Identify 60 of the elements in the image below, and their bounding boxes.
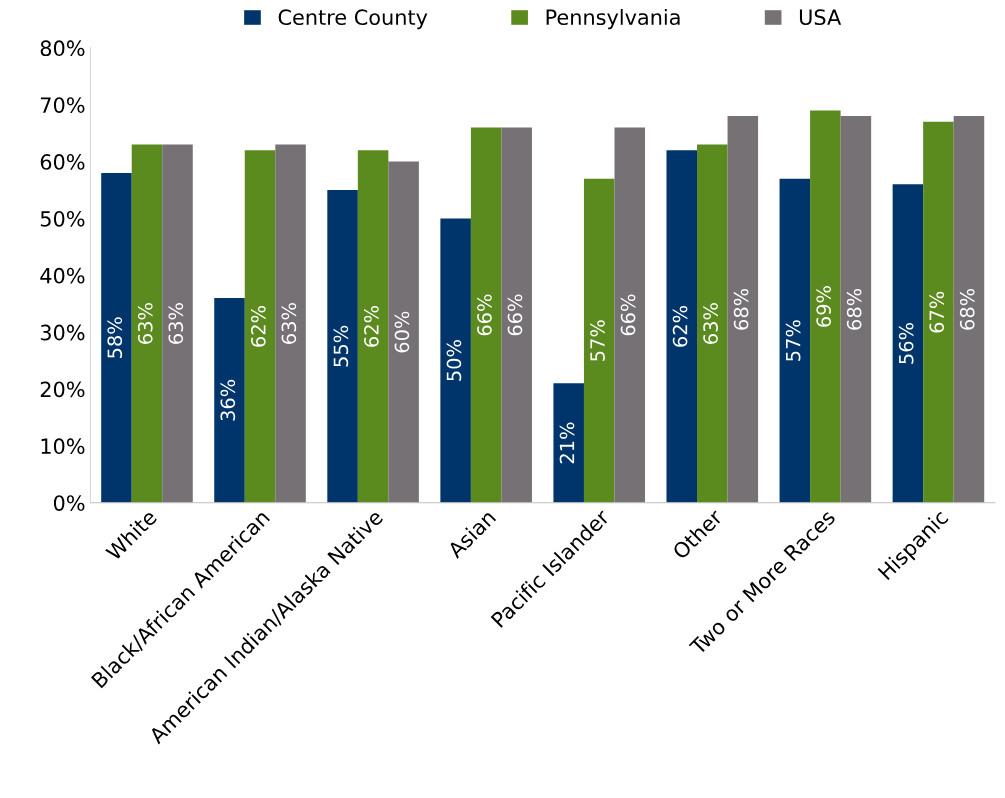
bar <box>101 172 132 503</box>
bar <box>327 190 358 503</box>
bar <box>501 127 532 503</box>
bar <box>214 298 245 503</box>
bar <box>388 161 419 503</box>
y-tick-label: 60% <box>40 154 85 170</box>
bar <box>810 110 841 503</box>
legend-label: Centre County <box>278 9 428 30</box>
bar <box>697 144 728 503</box>
text: 50% <box>446 340 462 381</box>
text: 21% <box>559 422 575 464</box>
text: 69% <box>816 286 831 327</box>
text: 67% <box>929 291 945 333</box>
text: 63% <box>137 303 153 344</box>
text: 57% <box>785 320 801 361</box>
text: 60% <box>394 311 410 353</box>
text: 56% <box>898 323 914 364</box>
bar <box>162 144 193 503</box>
bar <box>470 127 502 503</box>
bar <box>244 150 276 503</box>
legend-label: USA <box>799 9 842 26</box>
bar <box>614 127 646 503</box>
bar <box>583 178 615 503</box>
text: 66% <box>620 294 636 336</box>
text: 62% <box>364 305 379 347</box>
y-tick-label: 30% <box>40 324 85 341</box>
bar <box>923 121 954 503</box>
bar <box>779 178 811 503</box>
y-tick-label: 50% <box>40 210 85 227</box>
bar <box>727 116 759 503</box>
text: 63% <box>703 303 718 344</box>
text: 36% <box>220 379 236 421</box>
text: 68% <box>733 288 749 330</box>
bar <box>357 150 389 503</box>
text: 66% <box>507 294 523 336</box>
bar <box>840 116 872 503</box>
legend-label: Pennsylvania <box>546 8 680 30</box>
bar <box>131 144 163 503</box>
y-tick-label: 80% <box>40 40 85 57</box>
text: 68% <box>846 288 862 330</box>
text: 63% <box>281 303 297 344</box>
text: 62% <box>250 305 266 347</box>
y-tick-label: 20% <box>40 381 85 398</box>
bar <box>892 184 924 503</box>
text: 62% <box>672 305 688 347</box>
y-tick-label: 40% <box>40 267 85 284</box>
text: 58% <box>107 317 123 358</box>
bar <box>666 150 698 503</box>
bar <box>553 383 584 503</box>
y-tick-label: 70% <box>40 97 85 113</box>
bar <box>953 116 985 503</box>
text: 63% <box>168 303 184 344</box>
y-tick-label: 10% <box>41 438 85 455</box>
bar <box>440 218 471 503</box>
bar <box>275 144 306 503</box>
text: 68% <box>959 288 975 330</box>
text: 55% <box>333 325 349 367</box>
y-tick-label: 0% <box>53 495 85 511</box>
text: 57% <box>590 320 605 361</box>
text: 66% <box>477 294 492 336</box>
